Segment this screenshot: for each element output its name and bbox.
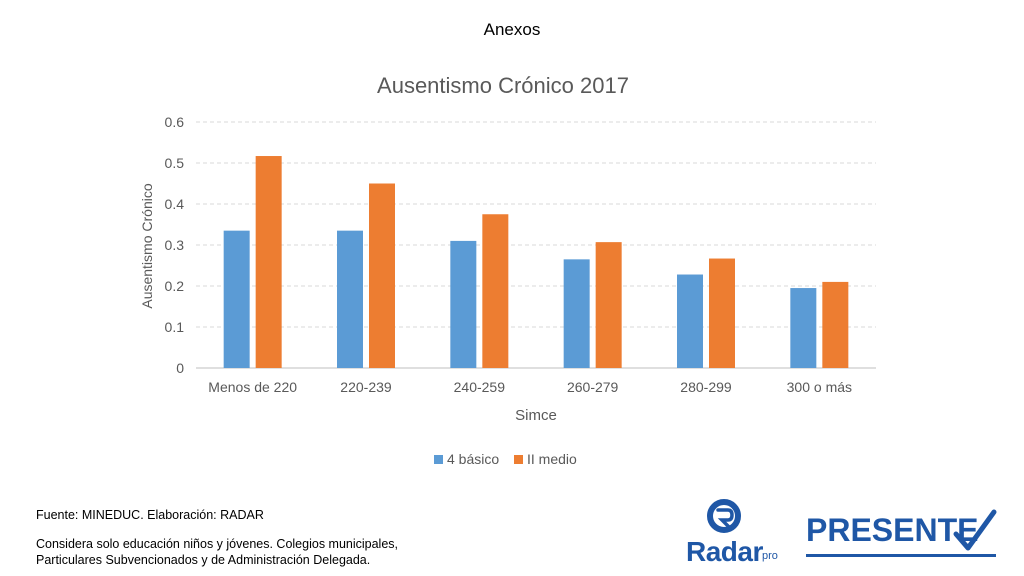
legend-label: II medio [527,451,577,467]
footer-note: Considera solo educación niños y jóvenes… [36,537,399,567]
legend-swatch [434,455,443,464]
chart-bars [223,156,849,368]
legend-label: 4 básico [447,451,499,467]
checkmark-icon [953,509,997,551]
y-tick-label: 0 [176,360,184,376]
chart-title: Ausentismo Crónico 2017 [377,73,629,98]
bar-series2 [482,214,509,368]
bar-series2 [369,183,395,368]
radar-logo-suffix: pro [762,550,778,562]
chart-legend: 4 básico II medio [434,451,577,467]
bar-series1 [223,230,250,368]
footer-source: Fuente: MINEDUC. Elaboración: RADAR [36,508,264,522]
bar-series2 [255,156,282,368]
y-tick-label: 0.2 [165,278,185,294]
presente-underline [806,554,996,557]
x-tick-label: 220-239 [340,379,392,395]
bar-series1 [563,259,590,368]
x-tick-label: 240-259 [454,379,506,395]
bar-series1 [337,230,363,368]
x-tick-label: 280-299 [680,379,732,395]
y-tick-label: 0.6 [165,114,185,130]
presente-logo-text: PRESENTE [806,512,979,548]
y-tick-label: 0.1 [165,319,185,335]
y-tick-label: 0.3 [165,237,185,253]
bar-series1 [450,240,477,368]
y-axis-label: Ausentismo Crónico [139,183,155,308]
x-tick-label: Menos de 220 [208,379,297,395]
x-tick-label: 260-279 [567,379,619,395]
radar-logo-icon [707,499,741,533]
bar-series1 [790,288,817,368]
bar-series1 [677,274,703,368]
y-tick-label: 0.5 [165,155,185,171]
bar-series2 [822,281,849,368]
bar-series2 [709,258,735,368]
legend-swatch [514,455,523,464]
y-tick-label: 0.4 [165,196,185,212]
x-tick-label: 300 o más [787,379,852,395]
bar-series2 [595,242,622,368]
slide-title: Anexos [483,20,541,39]
bar-chart: Ausentismo Crónico 2017 0 0.1 0.2 0.3 0.4 0.5… [139,73,876,467]
x-axis-ticks: Menos de 220 220-239 240-259 260-279 280-299… [208,379,852,395]
y-axis-ticks: 0 0.1 0.2 0.3 0.4 0.5 0.6 [165,114,185,376]
radar-logo-text: Radar [686,536,763,567]
chart-grid [196,121,876,369]
x-axis-label: Simce [515,407,557,424]
